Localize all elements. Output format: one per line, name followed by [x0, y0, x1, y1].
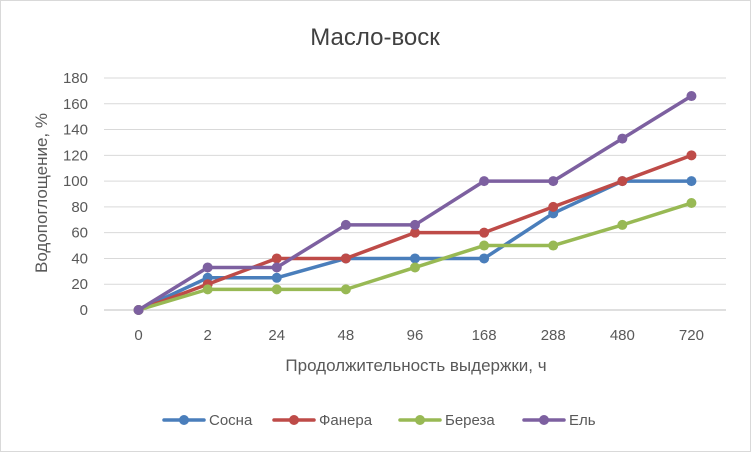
- data-point: [271, 253, 282, 264]
- data-point: [410, 253, 420, 264]
- data-point: [410, 262, 420, 273]
- legend-label: Береза: [445, 412, 495, 429]
- data-point: [617, 176, 628, 187]
- y-tick-label: 160: [63, 96, 88, 113]
- legend-label: Фанера: [319, 412, 373, 429]
- y-tick-label: 0: [80, 302, 88, 319]
- legend-label: Сосна: [209, 412, 253, 429]
- data-point: [548, 201, 559, 212]
- data-point: [340, 253, 351, 264]
- x-tick-label: 96: [407, 327, 424, 344]
- x-tick-label: 480: [610, 327, 635, 344]
- data-point: [340, 219, 351, 230]
- x-tick-label: 288: [541, 327, 566, 344]
- data-point: [479, 227, 490, 238]
- data-point: [548, 176, 559, 187]
- x-tick-label: 720: [679, 327, 704, 344]
- series-4: [133, 91, 697, 315]
- y-tick-label: 180: [63, 70, 88, 87]
- data-point: [686, 150, 697, 161]
- x-tick-label: 48: [338, 327, 355, 344]
- x-axis-ticks: 0 2 24 48 96 168 288 480 720: [134, 327, 704, 344]
- x-axis-title: Продолжительность выдержки, ч: [285, 356, 546, 375]
- y-tick-label: 100: [63, 173, 88, 190]
- y-axis-ticks: 0 20 40 60 80 100 120 140 160 180: [63, 70, 88, 319]
- x-tick-label: 2: [203, 327, 211, 344]
- y-tick-label: 60: [71, 225, 88, 242]
- data-point: [686, 198, 697, 209]
- data-point: [686, 176, 697, 187]
- data-point: [479, 253, 490, 264]
- data-point: [202, 284, 213, 295]
- series-1: [133, 176, 697, 315]
- data-point: [271, 284, 282, 295]
- data-point: [202, 262, 213, 273]
- data-point: [271, 262, 282, 273]
- x-tick-label: 0: [134, 327, 142, 344]
- y-axis-title: Водопоглощение, %: [32, 113, 51, 273]
- y-tick-label: 140: [63, 122, 88, 139]
- legend-item: Фанера: [272, 412, 373, 429]
- legend-swatch-marker: [539, 415, 549, 425]
- legend-item: Береза: [398, 412, 495, 429]
- data-point: [340, 284, 351, 295]
- y-tick-label: 20: [71, 276, 88, 293]
- series-lines: [133, 91, 697, 315]
- legend-swatch-marker: [289, 415, 299, 425]
- y-tick-label: 120: [63, 147, 88, 164]
- legend-swatch-marker: [179, 415, 189, 425]
- data-point: [548, 240, 559, 251]
- legend-item: Ель: [522, 412, 596, 429]
- legend-swatch-marker: [415, 415, 425, 425]
- data-point: [686, 91, 697, 102]
- data-point: [617, 133, 628, 144]
- y-tick-label: 40: [71, 250, 88, 267]
- legend-item: Сосна: [162, 412, 253, 429]
- data-point: [271, 272, 282, 283]
- y-tick-label: 80: [71, 199, 88, 216]
- x-tick-label: 24: [268, 327, 285, 344]
- legend-label: Ель: [569, 412, 596, 429]
- chart-title: Масло-воск: [310, 24, 440, 51]
- data-point: [133, 305, 144, 315]
- data-point: [617, 219, 628, 230]
- data-point: [410, 219, 420, 230]
- legend: Сосна Фанера Береза Ель: [162, 412, 596, 429]
- x-tick-label: 168: [472, 327, 497, 344]
- data-point: [479, 240, 490, 251]
- data-point: [410, 227, 420, 238]
- data-point: [479, 176, 490, 187]
